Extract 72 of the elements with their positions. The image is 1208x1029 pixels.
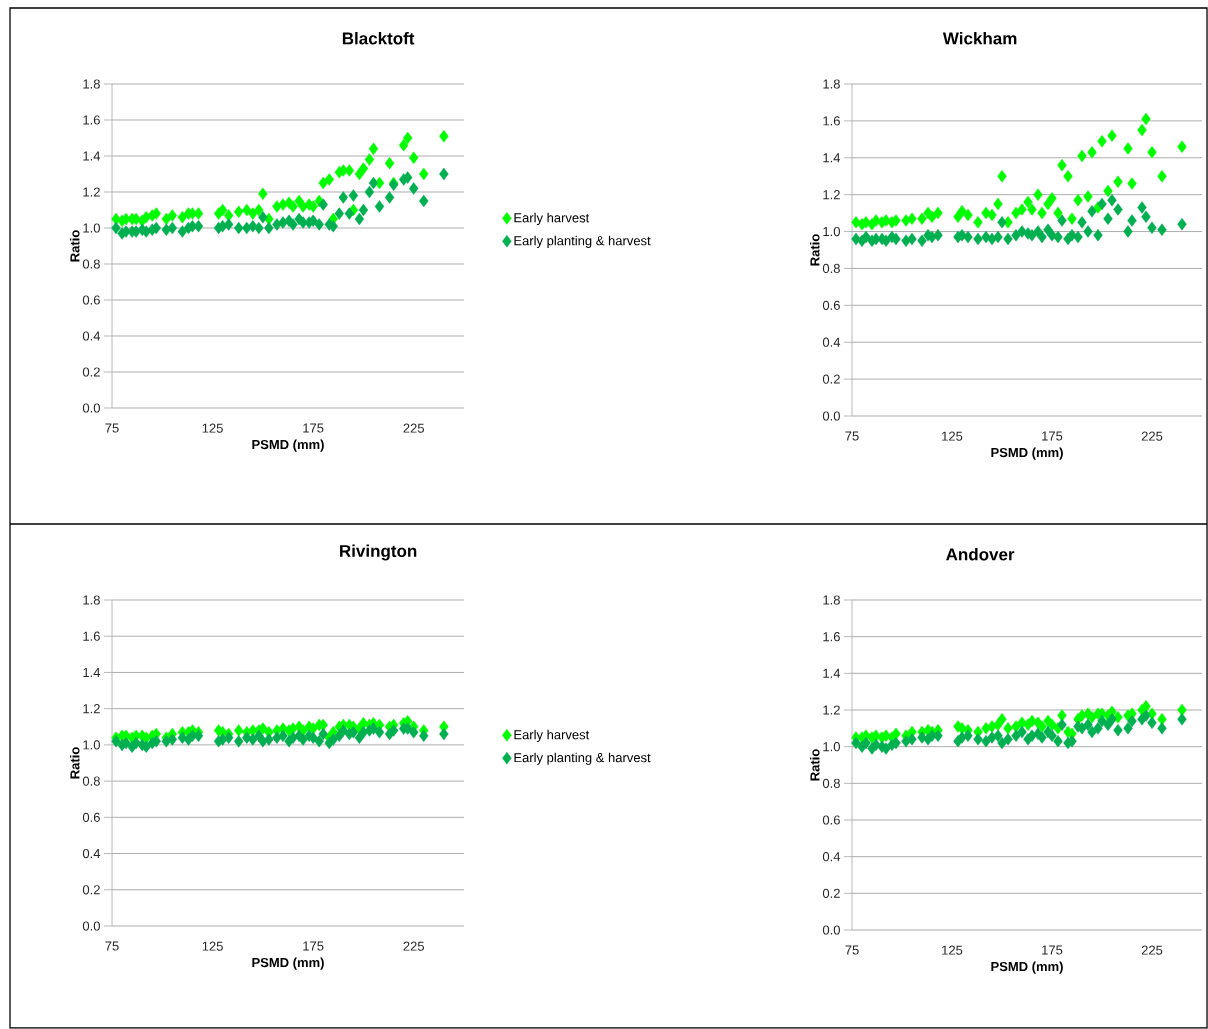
x-tick-label: 125 <box>202 423 223 433</box>
y-tick-label: 1.2 <box>823 705 840 715</box>
chart-title: Wickham <box>942 31 1017 45</box>
x-tick-label: 175 <box>1042 431 1063 441</box>
y-tick-label: 1.8 <box>83 79 100 89</box>
x-tick-label: 225 <box>1141 945 1163 955</box>
x-tick-label: 75 <box>845 945 859 955</box>
x-axis-title: PSMD (mm) <box>991 447 1063 460</box>
y-tick-label: 0.0 <box>82 403 100 413</box>
y-tick-label: 0.6 <box>822 815 840 825</box>
y-axis-title: Ratio <box>69 747 80 779</box>
x-tick-label: 75 <box>845 431 859 441</box>
y-axis-title: Ratio <box>809 234 820 266</box>
y-tick-label: 0.8 <box>822 263 840 274</box>
y-tick-label: 0.4 <box>822 337 841 347</box>
x-tick-label: 175 <box>303 941 324 951</box>
x-tick-label: 175 <box>1042 945 1063 955</box>
x-axis-title: PSMD (mm) <box>991 961 1063 974</box>
y-tick-label: 1.6 <box>823 116 840 126</box>
y-tick-label: 1.6 <box>823 632 840 642</box>
x-tick-label: 75 <box>105 423 119 433</box>
x-tick-label: 225 <box>1141 431 1163 441</box>
y-tick-label: 1.4 <box>823 668 841 678</box>
y-tick-label: 1.4 <box>83 151 101 161</box>
y-tick-label: 1.8 <box>823 595 840 605</box>
chart-title: Blacktoft <box>342 31 415 45</box>
y-axis-title: Ratio <box>809 749 820 781</box>
legend-label: Early planting & harvest <box>514 752 651 765</box>
x-tick-label: 125 <box>942 945 963 955</box>
x-tick-label: 225 <box>403 941 425 951</box>
y-tick-label: 1.2 <box>83 704 100 714</box>
y-tick-label: 0.8 <box>82 259 100 269</box>
x-tick-label: 125 <box>202 941 223 951</box>
chart-title: Rivington <box>340 544 417 561</box>
y-tick-label: 1.0 <box>83 223 100 233</box>
y-tick-label: 0.4 <box>82 331 101 341</box>
y-tick-label: 0.2 <box>822 888 840 898</box>
y-tick-label: 1.0 <box>83 740 100 750</box>
y-tick-label: 0.0 <box>822 411 840 421</box>
y-tick-label: 0.0 <box>822 925 840 935</box>
y-tick-label: 1.4 <box>823 153 841 163</box>
legend-label: Early harvest <box>514 729 590 742</box>
x-tick-label: 75 <box>105 941 119 951</box>
legend-label: Early harvest <box>514 212 590 225</box>
y-tick-label: 1.2 <box>823 190 840 200</box>
x-tick-label: 225 <box>403 423 425 433</box>
y-tick-label: 0.6 <box>822 300 840 310</box>
y-tick-label: 1.6 <box>83 115 100 125</box>
legend-label: Early planting & harvest <box>514 235 651 248</box>
y-tick-label: 0.2 <box>82 885 100 895</box>
y-tick-label: 0.2 <box>822 374 840 384</box>
y-tick-label: 0.4 <box>822 852 841 862</box>
x-axis-title: PSMD (mm) <box>252 957 324 970</box>
y-tick-label: 0.8 <box>82 776 100 786</box>
y-tick-label: 1.8 <box>823 79 840 89</box>
chart-title: Andover <box>946 547 1015 561</box>
y-tick-label: 1.8 <box>83 595 100 605</box>
y-tick-label: 0.6 <box>82 812 100 822</box>
y-tick-label: 0.2 <box>82 367 100 377</box>
y-tick-label: 1.0 <box>823 226 840 237</box>
y-tick-label: 1.6 <box>83 631 100 641</box>
y-tick-label: 1.4 <box>83 667 101 677</box>
y-tick-label: 1.2 <box>83 187 100 197</box>
y-tick-label: 0.0 <box>82 921 100 931</box>
y-tick-label: 0.4 <box>82 848 101 859</box>
x-tick-label: 175 <box>303 423 324 433</box>
y-tick-label: 0.6 <box>82 295 100 305</box>
y-tick-label: 0.8 <box>822 778 840 788</box>
x-tick-label: 125 <box>942 431 963 441</box>
y-tick-label: 1.0 <box>823 742 840 752</box>
x-axis-title: PSMD (mm) <box>252 439 324 452</box>
y-axis-title: Ratio <box>69 230 80 262</box>
